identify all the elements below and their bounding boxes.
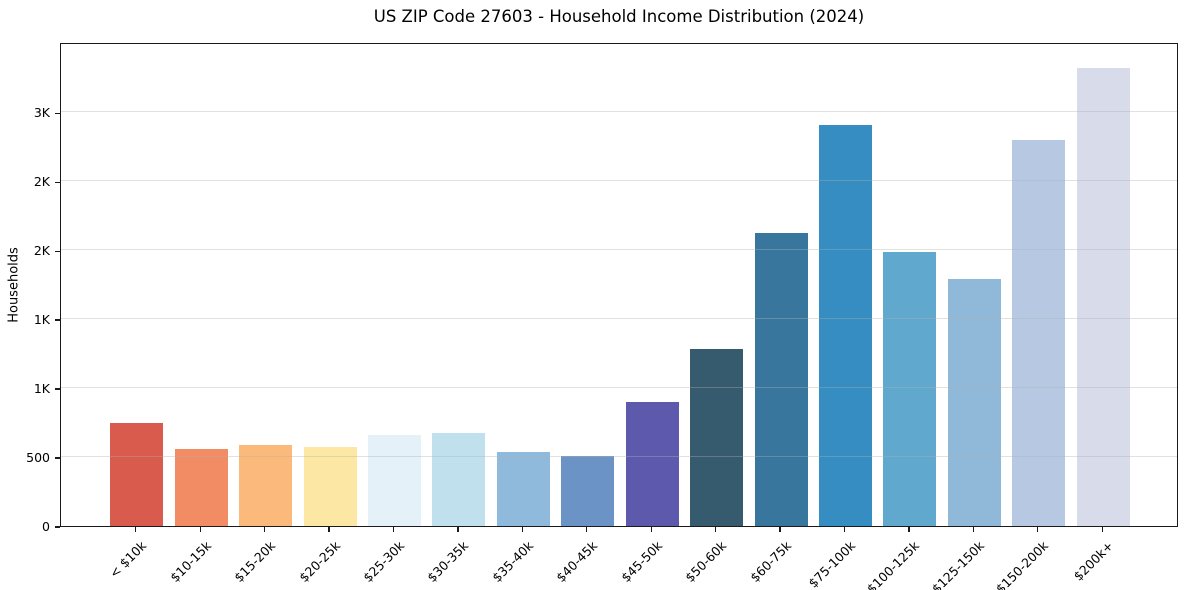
gridline bbox=[61, 318, 1177, 320]
y-tick-mark bbox=[55, 526, 60, 528]
x-tick-mark bbox=[586, 527, 588, 532]
bar-40-45k bbox=[561, 456, 615, 526]
bars-layer bbox=[61, 44, 1177, 526]
gridline bbox=[61, 180, 1177, 182]
x-tick-label: $150-200k bbox=[993, 538, 1052, 590]
y-tick-label: 2K bbox=[33, 243, 50, 259]
x-tick-label: $40-45k bbox=[553, 538, 601, 586]
bar-200k bbox=[1076, 68, 1130, 526]
y-tick-mark bbox=[55, 250, 60, 252]
y-tick-label: 0 bbox=[42, 519, 50, 534]
x-tick-label: $20-25k bbox=[295, 538, 343, 586]
gridline bbox=[61, 387, 1177, 389]
x-axis-labels: < $10k $10-15k $15-20k $20-25k $25-30k $30-35… bbox=[60, 531, 1178, 590]
x-tick-mark bbox=[263, 527, 266, 532]
x-tick-label: $125-150k bbox=[928, 538, 987, 590]
y-tick-mark bbox=[55, 319, 60, 321]
y-tick-label: 3K bbox=[33, 105, 50, 121]
y-tick-label: 1K bbox=[33, 381, 50, 397]
x-tick-mark bbox=[908, 527, 910, 532]
y-tick-label: 2K bbox=[33, 174, 50, 190]
bar-150-200k bbox=[1012, 139, 1066, 526]
x-tick-mark bbox=[779, 527, 781, 532]
bar-15-20k bbox=[239, 445, 293, 526]
y-tick-label: 1K bbox=[33, 312, 50, 328]
x-tick-label: $200k+ bbox=[1070, 538, 1116, 584]
x-tick-mark bbox=[1037, 527, 1039, 532]
y-tick-mark bbox=[55, 112, 60, 114]
grid-layer bbox=[61, 44, 1177, 526]
bar-25-30k bbox=[368, 435, 421, 526]
chart-title: US ZIP Code 27603 - Household Income Dis… bbox=[373, 7, 865, 26]
gridline bbox=[61, 111, 1177, 113]
y-tick-label: 500 bbox=[26, 450, 50, 466]
plot-area bbox=[60, 43, 1178, 527]
x-tick-mark bbox=[650, 527, 652, 532]
bar-45-50k bbox=[625, 401, 679, 526]
bar-10k bbox=[110, 422, 164, 526]
x-tick-label: $30-35k bbox=[424, 538, 472, 586]
x-tick-mark bbox=[843, 527, 846, 532]
x-tick-label: $35-40k bbox=[488, 538, 536, 586]
x-tick-label: $100-125k bbox=[864, 538, 923, 590]
gridline bbox=[61, 249, 1177, 251]
x-tick-mark bbox=[199, 527, 201, 532]
bar-30-35k bbox=[432, 432, 486, 526]
y-tick-mark bbox=[55, 457, 60, 459]
bar-125-150k bbox=[947, 279, 1001, 526]
y-tick-mark bbox=[55, 388, 60, 390]
x-tick-label: $75-100k bbox=[805, 538, 859, 590]
x-tick-label: $15-20k bbox=[231, 538, 279, 586]
x-tick-mark bbox=[714, 527, 717, 532]
bar-20-25k bbox=[303, 447, 357, 526]
x-tick-label: $60-75k bbox=[746, 538, 794, 586]
x-tick-label: $25-30k bbox=[360, 538, 408, 586]
x-tick-mark bbox=[1101, 527, 1103, 532]
x-tick-label: $45-50k bbox=[617, 538, 665, 586]
x-tick-mark bbox=[521, 527, 524, 532]
bar-50-60k bbox=[690, 348, 744, 526]
bar-60-75k bbox=[754, 232, 808, 526]
x-tick-label: $50-60k bbox=[682, 538, 730, 586]
x-tick-mark bbox=[328, 527, 330, 532]
bar-75-100k bbox=[818, 124, 872, 526]
x-tick-mark bbox=[135, 527, 137, 532]
bar-10-15k bbox=[174, 448, 228, 526]
gridline bbox=[61, 456, 1177, 458]
y-tick-mark bbox=[55, 181, 60, 183]
x-tick-label: $10-15k bbox=[166, 538, 214, 586]
x-tick-mark bbox=[392, 527, 395, 532]
x-tick-mark bbox=[972, 527, 975, 532]
x-tick-mark bbox=[457, 527, 459, 532]
x-tick-label: < $10k bbox=[106, 538, 150, 581]
bar-35-40k bbox=[496, 452, 550, 526]
bar-100-125k bbox=[883, 252, 937, 526]
